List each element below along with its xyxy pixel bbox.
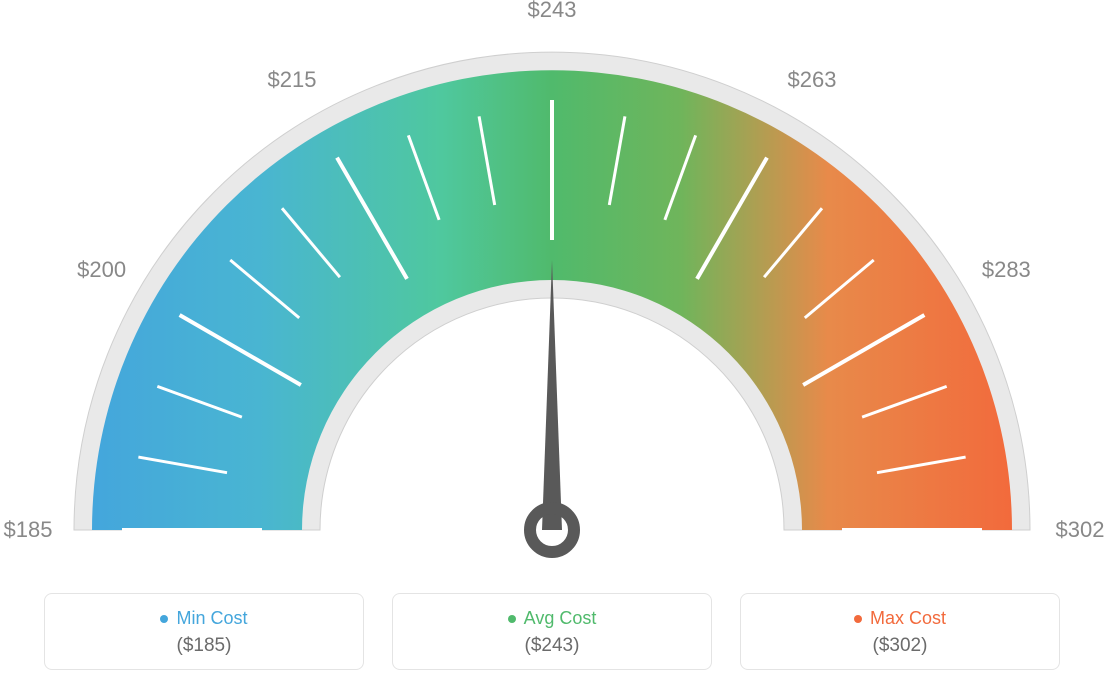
legend-value-max: ($302) [751,635,1049,657]
gauge-tick-label: $185 [4,517,53,543]
legend-title-avg: Avg Cost [524,608,597,629]
legend-title-row: Max Cost [751,608,1049,629]
gauge-area: $185 $200 $215 $243 $263 $283 $302 [0,0,1104,570]
gauge-tick-label: $215 [268,67,317,93]
legend-value-min: ($185) [55,635,353,657]
legend-row: Min Cost ($185) Avg Cost ($243) Max Cost… [0,593,1104,670]
gauge-needle [542,260,562,530]
legend-title-max: Max Cost [870,608,946,629]
legend-card-avg: Avg Cost ($243) [392,593,712,670]
legend-dot-max [854,615,862,623]
legend-card-min: Min Cost ($185) [44,593,364,670]
gauge-tick-label: $283 [982,257,1031,283]
legend-title-row: Avg Cost [403,608,701,629]
legend-card-max: Max Cost ($302) [740,593,1060,670]
legend-title-min: Min Cost [176,608,247,629]
gauge-tick-label: $302 [1056,517,1104,543]
legend-dot-avg [508,615,516,623]
gauge-svg [0,0,1104,570]
gauge-tick-label: $243 [528,0,577,23]
legend-value-avg: ($243) [403,635,701,657]
legend-title-row: Min Cost [55,608,353,629]
gauge-tick-label: $263 [788,67,837,93]
cost-gauge-widget: $185 $200 $215 $243 $263 $283 $302 Min Cost ($… [0,0,1104,690]
gauge-tick-label: $200 [77,257,126,283]
legend-dot-min [160,615,168,623]
